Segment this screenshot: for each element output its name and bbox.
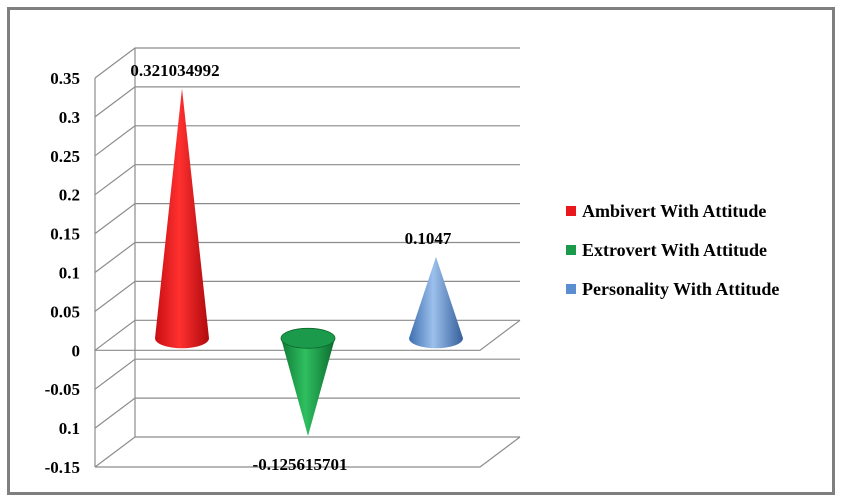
y-tick-label: 0.2 <box>59 186 80 205</box>
y-tick-label: 0.25 <box>50 147 80 166</box>
gridline <box>94 203 520 235</box>
chart-frame <box>7 7 835 495</box>
zero-plane-edge <box>95 319 521 351</box>
y-tick-label: 0.05 <box>50 302 80 321</box>
legend-entry: Extrovert With Attitude <box>582 240 767 260</box>
y-tick-label: 0.3 <box>59 108 80 127</box>
legend-swatch <box>566 284 576 294</box>
cones <box>155 88 463 437</box>
data-label: -0.125615701 <box>253 455 348 474</box>
gridline <box>94 125 520 157</box>
legend: Ambivert With Attitude Extrovert With Att… <box>566 201 779 299</box>
data-label: 0.321034992 <box>130 61 219 80</box>
data-labels: 0.321034992 -0.125615701 0.1047 <box>130 61 452 474</box>
legend-swatch <box>566 245 576 255</box>
gridline <box>94 164 520 196</box>
gridline <box>94 86 520 118</box>
y-axis: 0.35 0.3 0.25 0.2 0.15 0.1 0.05 0 -0.05 0.1 -0.15 <box>45 48 521 477</box>
legend-entry: Ambivert With Attitude <box>582 201 766 221</box>
y-tick-label: 0.35 <box>50 69 80 88</box>
y-tick-label: 0.1 <box>59 264 80 283</box>
legend-swatch <box>566 206 576 216</box>
y-tick-label: 0.1 <box>59 419 80 438</box>
floor-edge <box>95 436 521 468</box>
data-label: 0.1047 <box>405 229 452 248</box>
y-tick-label: 0 <box>72 341 81 360</box>
y-tick-label: -0.05 <box>45 380 80 399</box>
y-tick-label: -0.15 <box>45 458 80 477</box>
cone-1 <box>281 328 335 437</box>
cone-2 <box>409 256 463 349</box>
legend-entry: Personality With Attitude <box>582 279 779 299</box>
y-tick-label: 0.15 <box>50 225 80 244</box>
cone-0 <box>155 88 209 349</box>
cone-cap-1 <box>280 327 336 349</box>
gridline <box>94 241 520 273</box>
